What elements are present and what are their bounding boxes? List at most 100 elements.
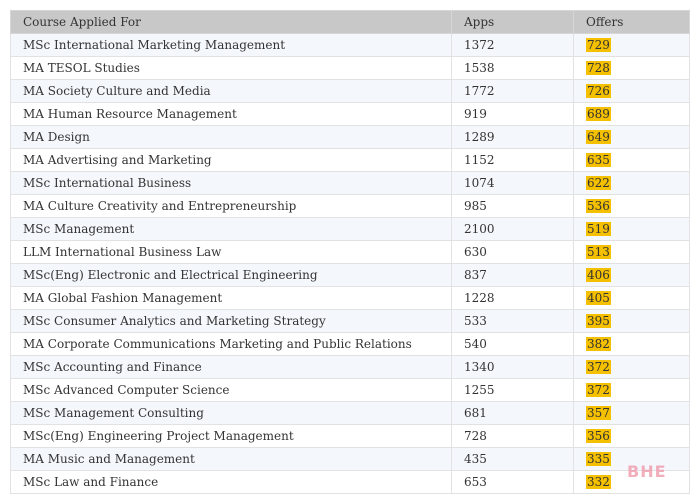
column-header-offers: Offers	[573, 10, 690, 34]
table-header: Course Applied For Apps Offers	[10, 10, 690, 34]
course-offers-table: Course Applied For Apps Offers MSc Inter…	[10, 10, 690, 494]
apps-count-cell: 837	[451, 263, 574, 287]
offers-count-cell: 689	[573, 102, 690, 126]
offers-highlight: 649	[586, 130, 611, 144]
course-name-cell: MSc Accounting and Finance	[10, 355, 452, 379]
apps-count-cell: 1340	[451, 355, 574, 379]
offers-count-cell: 536	[573, 194, 690, 218]
table-row: MSc Consumer Analytics and Marketing Str…	[10, 309, 690, 333]
course-name-cell: MA Human Resource Management	[10, 102, 452, 126]
table-row: MSc Management 2100 519	[10, 217, 690, 241]
offers-count-cell: 649	[573, 125, 690, 149]
bhe-watermark-logo: BHE	[627, 462, 667, 481]
offers-highlight: 332	[586, 475, 611, 489]
apps-count-cell: 919	[451, 102, 574, 126]
offers-count-cell: 726	[573, 79, 690, 103]
table-row: MSc(Eng) Engineering Project Management 7…	[10, 424, 690, 448]
course-name-cell: MSc International Business	[10, 171, 452, 195]
apps-count-cell: 1074	[451, 171, 574, 195]
offers-highlight: 395	[586, 314, 611, 328]
offers-count-cell: 356	[573, 424, 690, 448]
course-name-cell: MA Society Culture and Media	[10, 79, 452, 103]
table-row: MSc Accounting and Finance 1340 372	[10, 355, 690, 379]
apps-count-cell: 1538	[451, 56, 574, 80]
offers-highlight: 689	[586, 107, 611, 121]
column-header-course: Course Applied For	[10, 10, 452, 34]
offers-count-cell: 395	[573, 309, 690, 333]
course-name-cell: MA TESOL Studies	[10, 56, 452, 80]
offers-highlight: 406	[586, 268, 611, 282]
offers-highlight: 405	[586, 291, 611, 305]
offers-highlight: 513	[586, 245, 611, 259]
offers-highlight: 519	[586, 222, 611, 236]
course-name-cell: MSc Management Consulting	[10, 401, 452, 425]
table-row: MA Global Fashion Management 1228 405	[10, 286, 690, 310]
offers-highlight: 372	[586, 360, 611, 374]
apps-count-cell: 653	[451, 470, 574, 494]
apps-count-cell: 728	[451, 424, 574, 448]
apps-count-cell: 1772	[451, 79, 574, 103]
apps-count-cell: 2100	[451, 217, 574, 241]
apps-count-cell: 1289	[451, 125, 574, 149]
offers-count-cell: 519	[573, 217, 690, 241]
course-table-container: Course Applied For Apps Offers MSc Inter…	[10, 10, 690, 494]
offers-highlight: 357	[586, 406, 611, 420]
table-row: MA Music and Management 435 335	[10, 447, 690, 471]
offers-count-cell: 357	[573, 401, 690, 425]
table-row: MA Design 1289 649	[10, 125, 690, 149]
apps-count-cell: 1152	[451, 148, 574, 172]
offers-count-cell: 635	[573, 148, 690, 172]
course-name-cell: MA Corporate Communications Marketing an…	[10, 332, 452, 356]
table-row: MSc Advanced Computer Science 1255 372	[10, 378, 690, 402]
offers-count-cell: 332	[573, 470, 690, 494]
apps-count-cell: 1372	[451, 33, 574, 57]
apps-count-cell: 533	[451, 309, 574, 333]
table-row: LLM International Business Law 630 513	[10, 240, 690, 264]
offers-highlight: 728	[586, 61, 611, 75]
offers-highlight: 382	[586, 337, 611, 351]
offers-highlight: 729	[586, 38, 611, 52]
table-row: MSc Law and Finance 653 332	[10, 470, 690, 494]
apps-count-cell: 1228	[451, 286, 574, 310]
offers-count-cell: 372	[573, 378, 690, 402]
table-row: MSc(Eng) Electronic and Electrical Engin…	[10, 263, 690, 287]
offers-highlight: 372	[586, 383, 611, 397]
apps-count-cell: 1255	[451, 378, 574, 402]
course-name-cell: MA Music and Management	[10, 447, 452, 471]
course-name-cell: MSc(Eng) Electronic and Electrical Engin…	[10, 263, 452, 287]
apps-count-cell: 985	[451, 194, 574, 218]
course-name-cell: MSc(Eng) Engineering Project Management	[10, 424, 452, 448]
offers-count-cell: 728	[573, 56, 690, 80]
course-name-cell: MSc Law and Finance	[10, 470, 452, 494]
offers-count-cell: 622	[573, 171, 690, 195]
offers-highlight: 622	[586, 176, 611, 190]
offers-highlight: 635	[586, 153, 611, 167]
table-row: MA TESOL Studies 1538 728	[10, 56, 690, 80]
table-body: MSc International Marketing Management 13…	[10, 33, 690, 494]
apps-count-cell: 435	[451, 447, 574, 471]
offers-count-cell: 513	[573, 240, 690, 264]
table-row: MSc International Business 1074 622	[10, 171, 690, 195]
course-name-cell: MSc International Marketing Management	[10, 33, 452, 57]
offers-count-cell: 406	[573, 263, 690, 287]
table-row: MA Society Culture and Media 1772 726	[10, 79, 690, 103]
apps-count-cell: 681	[451, 401, 574, 425]
course-name-cell: MA Culture Creativity and Entrepreneursh…	[10, 194, 452, 218]
offers-highlight: 726	[586, 84, 611, 98]
table-row: MA Culture Creativity and Entrepreneursh…	[10, 194, 690, 218]
table-row: MA Advertising and Marketing 1152 635	[10, 148, 690, 172]
course-name-cell: MA Advertising and Marketing	[10, 148, 452, 172]
table-row: MA Human Resource Management 919 689	[10, 102, 690, 126]
offers-highlight: 356	[586, 429, 611, 443]
apps-count-cell: 630	[451, 240, 574, 264]
offers-count-cell: 382	[573, 332, 690, 356]
offers-count-cell: 729	[573, 33, 690, 57]
course-name-cell: MSc Management	[10, 217, 452, 241]
offers-highlight: 536	[586, 199, 611, 213]
column-header-apps: Apps	[451, 10, 574, 34]
table-row: MA Corporate Communications Marketing an…	[10, 332, 690, 356]
table-row: MSc International Marketing Management 13…	[10, 33, 690, 57]
course-name-cell: MSc Advanced Computer Science	[10, 378, 452, 402]
course-name-cell: MA Design	[10, 125, 452, 149]
offers-count-cell: 372	[573, 355, 690, 379]
